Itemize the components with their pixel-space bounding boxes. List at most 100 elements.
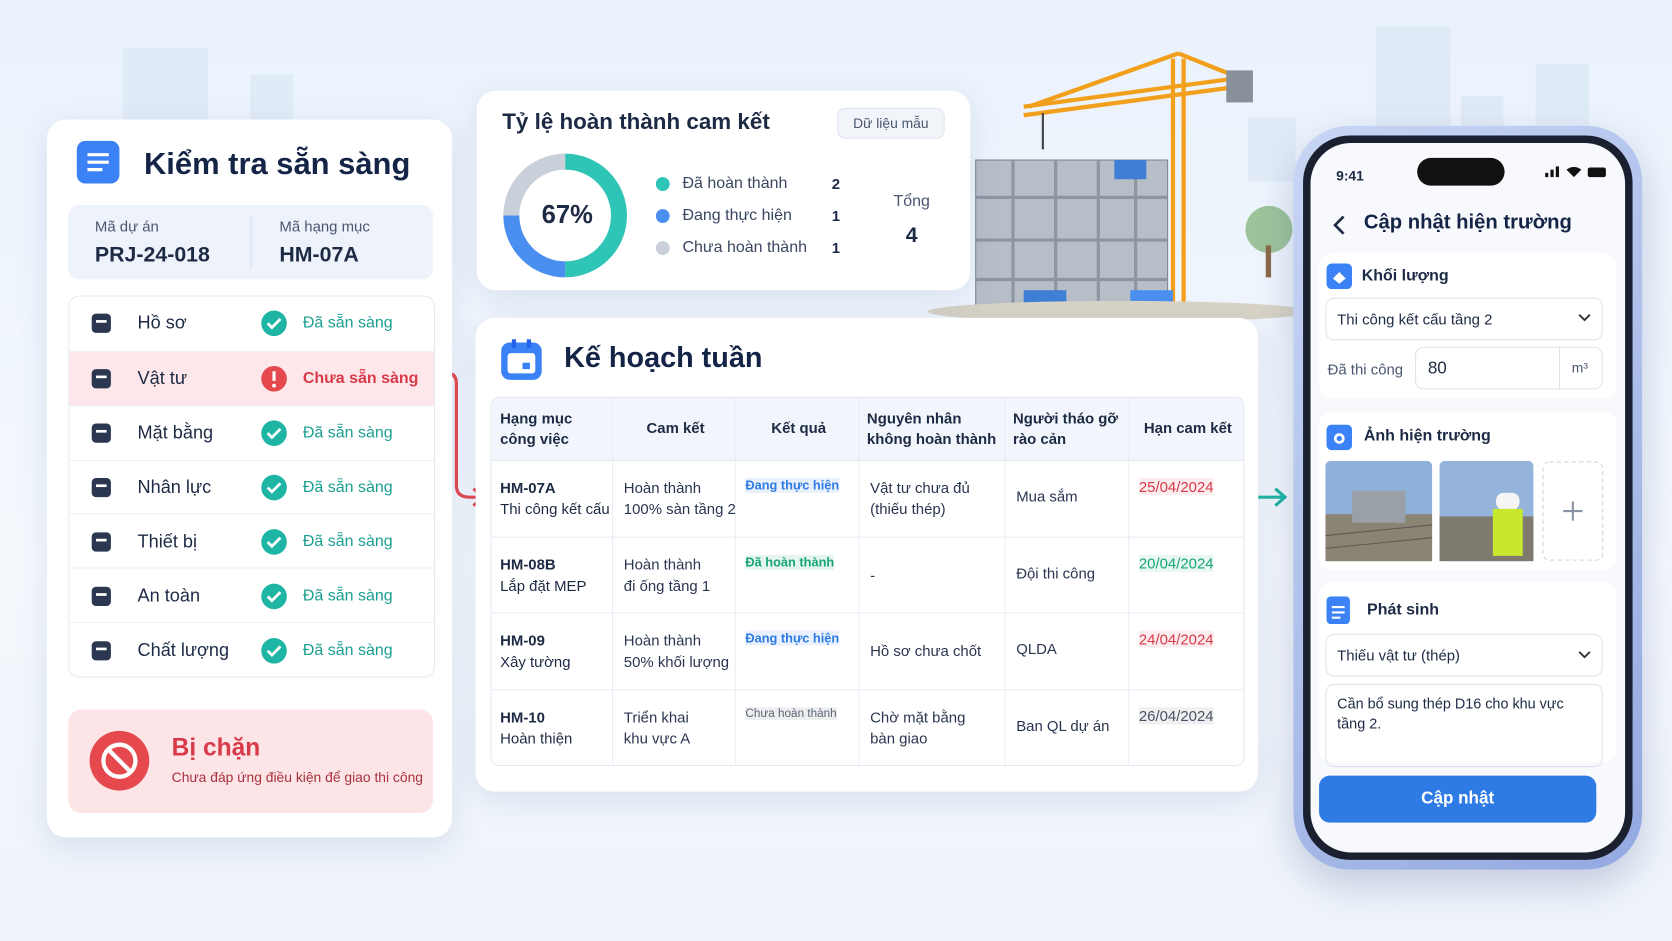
volume-icon [1326, 263, 1353, 290]
col-divider [612, 397, 614, 765]
issue-section: Phát sinh Thiếu vật tư (thép) Cần bổ sun… [1319, 581, 1617, 768]
row-name: Mặt bằng [137, 422, 214, 443]
row-icon [91, 369, 111, 389]
row-icon-shape [91, 314, 111, 334]
col-divider [858, 397, 860, 765]
divider [250, 215, 252, 269]
readiness-title: Kiểm tra sẵn sàng [143, 147, 411, 182]
volume-select[interactable]: Thi công kết cấu tầng 2 [1325, 297, 1603, 341]
header-line: Nguyên nhân [866, 409, 962, 427]
legend-count: 1 [831, 238, 841, 257]
row-icon [91, 532, 111, 552]
item-name: Xây tường [500, 652, 571, 671]
row-icon-detail [95, 592, 107, 596]
row-icon-detail [95, 320, 107, 324]
readiness-list: Hồ sơ Đã sẵn sàng Vật tư Chưa sẵn sàng Mặt b… [68, 295, 436, 678]
row-divider [491, 536, 1244, 538]
issue-select-text: Thiếu vật tư (thép) [1337, 646, 1461, 664]
update-button[interactable]: Cập nhật [1319, 775, 1597, 823]
remover: Ban QL dự án [1016, 716, 1110, 734]
row-icon-detail [95, 375, 107, 379]
row-icon-shape [91, 586, 111, 606]
plan-card: Kế hoạch tuần Hạng mục công việc Cam kết Kế… [475, 317, 1259, 792]
status-circle [261, 583, 287, 609]
status-icon [261, 637, 287, 664]
header-line: Kết quả [771, 419, 827, 437]
row-icon-detail [95, 430, 107, 433]
check [266, 318, 282, 330]
deadline-badge: 24/04/2024 [1138, 630, 1214, 648]
completion-title: Tỷ lệ hoàn thành cam kết [502, 109, 770, 135]
doc-icon [76, 140, 120, 184]
total-label: Tổng [893, 192, 930, 211]
table-header: Hạng mục công việc Cam kết Kết quả Nguyên nh… [491, 397, 1244, 461]
reason-line: Hồ sơ chưa chốt [870, 642, 982, 660]
header-line: Hạng mục [500, 409, 573, 427]
blocked-box: Bị chặn Chưa đáp ứng điều kiện để giao t… [68, 709, 433, 813]
header-line: công việc [500, 429, 569, 448]
row-name: An toàn [137, 585, 201, 606]
row-status: Chưa sẵn sàng [302, 369, 419, 388]
row-status: Đã sẵn sàng [302, 532, 393, 551]
check [266, 590, 282, 603]
readiness-row: An toàn Đã sẵn sàng [69, 567, 434, 623]
cell-item: HM-07A Thi công kết cấu [500, 477, 610, 520]
photos-section: Ảnh hiện trường [1319, 411, 1617, 570]
commitment: Triển khai khu vực A [624, 706, 690, 749]
volume-title: Khối lượng [1361, 266, 1449, 285]
deadline-badge: 25/04/2024 [1138, 477, 1214, 496]
issue-select[interactable]: Thiếu vật tư (thép) [1325, 633, 1603, 677]
chevron [1578, 314, 1591, 322]
row-divider [491, 688, 1244, 690]
remover: QLDA [1016, 640, 1057, 658]
legend-label: Chưa hoàn thành [682, 237, 808, 257]
reason-line: bàn giao [870, 729, 928, 747]
item-name: Hoàn thiện [500, 729, 573, 747]
unit: m³ [1571, 359, 1588, 376]
commitment: Hoàn thành 100% sàn tầng 2 [624, 477, 736, 520]
deadline-badge: 26/04/2024 [1138, 706, 1214, 724]
volume-select-text: Thi công kết cấu tầng 2 [1337, 310, 1493, 328]
calendar-icon [501, 339, 542, 380]
row-icon-detail [95, 538, 107, 542]
blocked-title: Bị chặn [171, 732, 261, 761]
plan-table: Hạng mục công việc Cam kết Kết quả Nguyên nh… [490, 396, 1245, 767]
item-code: HM-08B [500, 555, 556, 573]
blocked-icon [89, 730, 150, 791]
row-icon-shape [91, 369, 111, 389]
donut-percent: 67% [541, 200, 593, 230]
done-input[interactable]: 80 m³ [1415, 346, 1603, 390]
status-time: 9:41 [1336, 167, 1364, 184]
phone-frame: 9:41 Cập nhật hiện trường Khối lượng Thi… [1293, 125, 1643, 870]
row-icon [91, 586, 111, 606]
header-line: rào cản [1013, 429, 1067, 448]
row-status: Đã sẵn sàng [302, 586, 393, 605]
item-name: Thi công kết cấu [500, 500, 610, 518]
result-badge: Đang thực hiện [745, 477, 840, 493]
phone-title: Cập nhật hiện trường [1363, 211, 1572, 234]
commitment: Hoàn thành đi ống tầng 1 [624, 553, 710, 596]
header-cell: Nguyên nhân không hoàn thành [867, 409, 1000, 450]
status-icon [261, 420, 287, 447]
commitment-line: Triển khai [623, 707, 689, 725]
result-badge: Đang thực hiện [745, 630, 840, 646]
back-icon[interactable] [1332, 213, 1347, 236]
commitment-line: 100% sàn tầng 2 [623, 500, 736, 518]
unit-box [1558, 347, 1603, 389]
result-badge: Chưa hoàn thành [745, 706, 837, 720]
reason-line: (thiếu thép) [870, 500, 946, 518]
row-name: Hồ sơ [137, 313, 187, 334]
header-line: Cam kết [646, 419, 705, 437]
issue-note[interactable]: Cần bổ sung thép D16 cho khu vực tầng 2. [1325, 683, 1603, 768]
completion-card: Tỷ lệ hoàn thành cam kết Dữ liệu mẫu 67%… [476, 90, 971, 291]
item-label: Mã hạng mục [279, 217, 370, 235]
readiness-row: Vật tư Chưa sẵn sàng [69, 350, 434, 407]
commitment-line: khu vực A [623, 729, 691, 747]
project-label: Mã dự án [94, 217, 159, 235]
legend-dot [655, 177, 670, 191]
status-icons [1545, 166, 1606, 178]
status-circle [261, 474, 287, 501]
check [266, 428, 282, 440]
row-icon-shape [91, 423, 111, 443]
